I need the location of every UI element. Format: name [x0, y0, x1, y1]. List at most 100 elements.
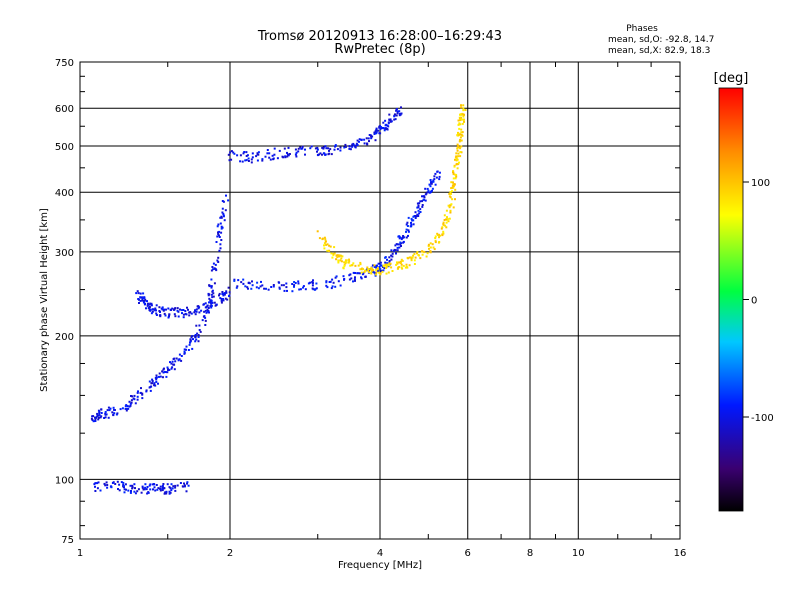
data-point — [423, 195, 425, 198]
data-point — [197, 340, 200, 343]
data-point — [218, 249, 221, 252]
data-point — [385, 264, 388, 267]
data-point — [261, 158, 264, 161]
data-point — [287, 154, 290, 157]
data-point — [321, 153, 323, 156]
data-point — [349, 273, 352, 276]
data-point — [168, 486, 171, 489]
data-point — [448, 192, 451, 195]
data-point — [194, 334, 197, 336]
data-point — [212, 292, 215, 295]
data-point — [194, 335, 197, 338]
data-point — [299, 288, 302, 291]
data-point — [384, 128, 387, 131]
data-point — [379, 261, 382, 264]
data-point — [235, 286, 238, 289]
data-point — [111, 482, 114, 484]
data-point — [106, 409, 109, 412]
data-point — [458, 122, 461, 125]
data-point — [208, 293, 211, 296]
data-point — [172, 485, 175, 488]
data-point — [200, 309, 203, 312]
data-point — [421, 253, 424, 256]
data-point — [155, 376, 158, 379]
data-point — [328, 152, 331, 155]
data-point — [96, 487, 99, 490]
data-point — [172, 358, 175, 360]
data-point — [99, 416, 102, 419]
data-point — [311, 284, 314, 287]
data-point — [452, 171, 455, 174]
data-point — [94, 490, 97, 492]
data-point — [210, 301, 213, 304]
data-point — [297, 282, 300, 285]
data-point — [150, 382, 153, 385]
data-point — [141, 397, 144, 400]
data-point — [221, 293, 224, 295]
data-point — [394, 244, 397, 247]
data-point — [123, 488, 126, 491]
data-point — [371, 264, 374, 267]
data-point — [433, 175, 436, 178]
data-point — [460, 128, 463, 131]
data-point — [401, 236, 404, 239]
data-point — [112, 414, 115, 417]
data-point — [293, 285, 295, 288]
data-point — [343, 265, 346, 268]
data-point — [174, 360, 177, 363]
phases-o-stats: mean, sd,O: -92.8, 14.7 — [608, 35, 714, 45]
data-point — [176, 307, 179, 310]
data-point — [406, 221, 409, 224]
data-point — [145, 390, 148, 393]
data-point — [161, 489, 164, 492]
data-point — [232, 151, 235, 154]
y-tick-label: 400 — [55, 188, 74, 199]
data-point — [150, 385, 153, 388]
data-point — [285, 286, 288, 289]
data-point — [155, 484, 158, 486]
data-point — [329, 245, 332, 248]
data-point — [155, 312, 158, 315]
data-point — [273, 153, 276, 156]
data-point — [196, 332, 199, 335]
data-point — [172, 363, 175, 366]
data-point — [197, 336, 200, 338]
data-point — [259, 285, 262, 288]
data-point — [458, 161, 460, 164]
chart-subtitle: RwPretec (8p) — [334, 42, 425, 57]
data-point — [210, 269, 213, 272]
data-point — [122, 484, 125, 487]
data-point — [354, 279, 356, 282]
data-point — [418, 202, 421, 205]
data-point — [456, 147, 459, 150]
data-point — [212, 295, 215, 298]
data-point — [167, 307, 170, 310]
data-point — [195, 324, 198, 327]
data-point — [459, 155, 462, 158]
data-point — [220, 231, 223, 234]
data-point — [412, 219, 415, 222]
data-point — [158, 372, 161, 375]
data-point — [388, 262, 391, 265]
data-point — [146, 492, 149, 495]
data-point — [155, 314, 158, 316]
data-point — [247, 287, 249, 290]
data-point — [356, 144, 359, 146]
phases-heading: Phases — [626, 24, 658, 34]
data-point — [158, 310, 161, 312]
data-point — [344, 145, 347, 148]
data-point — [395, 252, 397, 255]
data-point — [228, 291, 231, 294]
data-point — [429, 185, 432, 188]
data-point — [166, 483, 169, 486]
data-point — [396, 267, 399, 270]
data-point — [384, 264, 387, 267]
data-point — [124, 405, 127, 408]
data-point — [212, 268, 215, 271]
data-point — [278, 286, 281, 289]
data-point — [240, 281, 243, 284]
data-point — [438, 171, 441, 174]
data-point — [374, 139, 377, 142]
data-point — [125, 488, 127, 491]
data-point — [142, 301, 145, 304]
